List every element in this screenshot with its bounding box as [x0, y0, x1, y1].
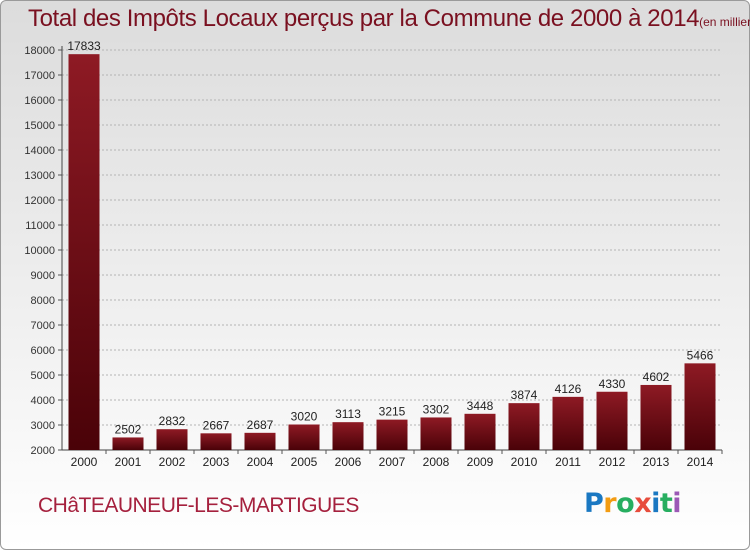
x-tick-label-2006: 2006 — [335, 455, 362, 469]
value-label-2011: 4126 — [555, 382, 582, 396]
value-label-2012: 4330 — [599, 377, 626, 391]
logo-letter: i — [672, 488, 682, 519]
value-label-2013: 4602 — [643, 370, 670, 384]
y-tick-label: 7000 — [31, 320, 55, 332]
grid-lines — [62, 49, 722, 451]
value-label-2003: 2667 — [203, 418, 230, 432]
value-label-2001: 2502 — [115, 422, 142, 436]
bar-2012 — [596, 391, 628, 450]
x-tick-label-2007: 2007 — [379, 455, 406, 469]
bars — [68, 54, 716, 451]
chart-unit-label: (en milliers d'€) — [699, 15, 750, 29]
logo-letter: o — [616, 488, 635, 519]
value-label-2009: 3448 — [467, 399, 494, 413]
logo-letter: P — [584, 488, 604, 519]
x-tick-label-2010: 2010 — [511, 455, 538, 469]
y-tick-label: 4000 — [31, 395, 55, 407]
x-tick-label-2008: 2008 — [423, 455, 450, 469]
y-tick-label: 5000 — [31, 370, 55, 382]
x-tick-label-2000: 2000 — [71, 455, 98, 469]
x-tick-label-2004: 2004 — [247, 455, 274, 469]
y-tick-label: 12000 — [24, 195, 55, 207]
y-tick-label: 9000 — [31, 270, 55, 282]
bar-2013 — [640, 384, 672, 450]
y-tick-label: 3000 — [31, 420, 55, 432]
bar-2008 — [420, 417, 452, 450]
value-label-2006: 3113 — [335, 407, 361, 421]
logo-letter: i — [651, 488, 660, 519]
x-tick-label-2001: 2001 — [115, 455, 142, 469]
proxiti-logo: Proxiti — [584, 488, 682, 519]
value-label-2000: 17833 — [67, 39, 101, 53]
x-tick-label-2003: 2003 — [203, 455, 230, 469]
bar-2007 — [376, 419, 408, 450]
y-tick-label: 10000 — [24, 245, 55, 257]
y-tick-label: 13000 — [24, 170, 55, 182]
chart-title-text: Total des Impôts Locaux perçus par la Co… — [28, 5, 700, 32]
bar-2010 — [508, 403, 540, 450]
bar-2005 — [288, 424, 320, 450]
x-tick-label-2002: 2002 — [159, 455, 186, 469]
value-label-2010: 3874 — [511, 388, 538, 402]
bar-2000 — [68, 54, 100, 451]
logo-letter: t — [659, 488, 673, 519]
logo-letter: x — [634, 488, 652, 519]
y-tick-label: 15000 — [24, 120, 55, 132]
value-label-2007: 3215 — [379, 405, 406, 419]
x-tick-label-2011: 2011 — [555, 455, 581, 469]
y-tick-label: 18000 — [24, 45, 55, 57]
bar-2003 — [200, 433, 232, 450]
y-tick-label: 6000 — [31, 345, 55, 357]
x-tick-label-2014: 2014 — [687, 455, 714, 469]
bar-2006 — [332, 422, 364, 450]
bar-2002 — [156, 429, 188, 450]
value-label-2002: 2832 — [159, 414, 186, 428]
value-label-2005: 3020 — [291, 410, 318, 424]
y-tick-label: 17000 — [24, 70, 55, 82]
y-tick-label: 8000 — [31, 295, 55, 307]
chart-title: Total des Impôts Locaux perçus par la Co… — [28, 5, 750, 33]
bar-2011 — [552, 396, 584, 450]
bar-2004 — [244, 432, 276, 450]
bar-2014 — [684, 363, 716, 450]
x-tick-label-2009: 2009 — [467, 455, 494, 469]
x-tick-label-2012: 2012 — [599, 455, 626, 469]
value-label-2014: 5466 — [687, 348, 714, 362]
value-label-2008: 3302 — [423, 402, 450, 416]
x-tick-label-2005: 2005 — [291, 455, 318, 469]
x-tick-label-2013: 2013 — [643, 455, 670, 469]
value-label-2004: 2687 — [247, 418, 274, 432]
logo-letter: r — [603, 488, 617, 519]
y-tick-label: 14000 — [24, 145, 55, 157]
bar-2001 — [112, 437, 144, 450]
bar-2009 — [464, 413, 496, 450]
commune-name: CHâTEAUNEUF-LES-MARTIGUES — [38, 494, 359, 517]
y-tick-label: 2000 — [31, 445, 55, 457]
y-tick-label: 11000 — [25, 220, 55, 232]
labels: 2000 3000 4000 5000 6000 7000 8000 9000 10000 110… — [24, 39, 713, 469]
y-tick-label: 16000 — [24, 95, 55, 107]
